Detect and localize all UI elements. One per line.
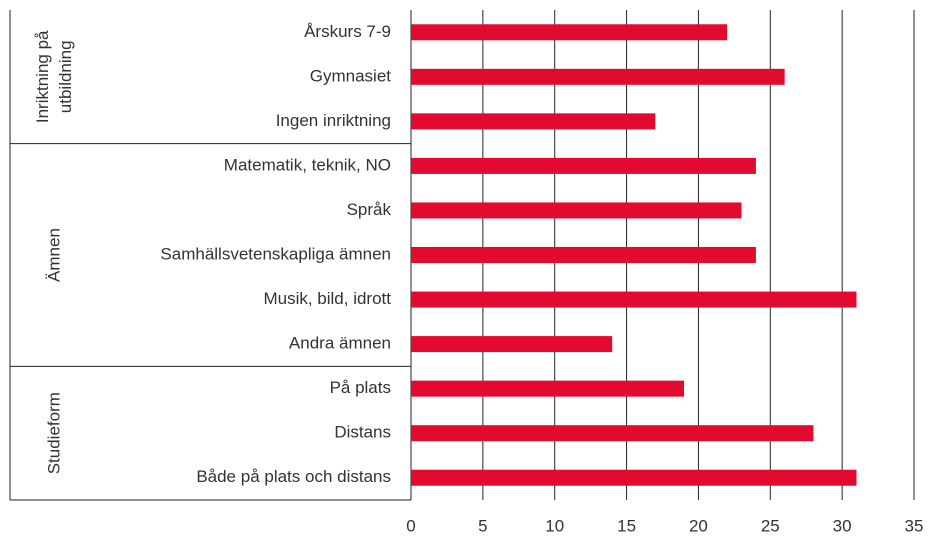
group-label: Studieform: [44, 392, 63, 474]
bar: [411, 336, 613, 353]
x-tick-label: 10: [545, 516, 564, 535]
y-tick-label: Distans: [334, 423, 391, 442]
group-label: Ämnen: [44, 228, 63, 282]
bar: [411, 247, 756, 263]
bar: [411, 425, 814, 442]
x-tick-label: 5: [478, 516, 487, 535]
x-tick-label: 20: [689, 516, 708, 535]
y-tick-label: Både på plats och distans: [196, 467, 391, 486]
y-tick-label: Musik, bild, idrott: [263, 289, 391, 308]
bar: [411, 113, 656, 130]
x-tick-label: 35: [905, 516, 924, 535]
x-tick-label: 15: [617, 516, 636, 535]
group-label: utbildning: [56, 40, 75, 113]
bar: [411, 380, 685, 397]
y-tick-label: Andra ämnen: [289, 334, 391, 353]
group-label: Inriktning på: [33, 30, 52, 123]
y-tick-label: Ingen inriktning: [276, 111, 391, 130]
bar: [411, 291, 857, 308]
x-tick-label: 30: [833, 516, 852, 535]
y-tick-label: Språk: [347, 200, 392, 219]
bar: [411, 469, 857, 486]
y-tick-label: Matematik, teknik, NO: [224, 155, 391, 174]
x-tick-label: 0: [406, 516, 415, 535]
bar: [411, 24, 728, 41]
x-tick-label: 25: [761, 516, 780, 535]
y-tick-label: Samhällsvetenskapliga ämnen: [160, 244, 391, 263]
y-tick-label: Gymnasiet: [310, 66, 392, 85]
bar: [411, 157, 756, 174]
bar: [411, 68, 785, 85]
y-tick-label: Årskurs 7-9: [304, 22, 391, 41]
bar: [411, 202, 742, 219]
y-tick-label: På plats: [330, 378, 391, 397]
